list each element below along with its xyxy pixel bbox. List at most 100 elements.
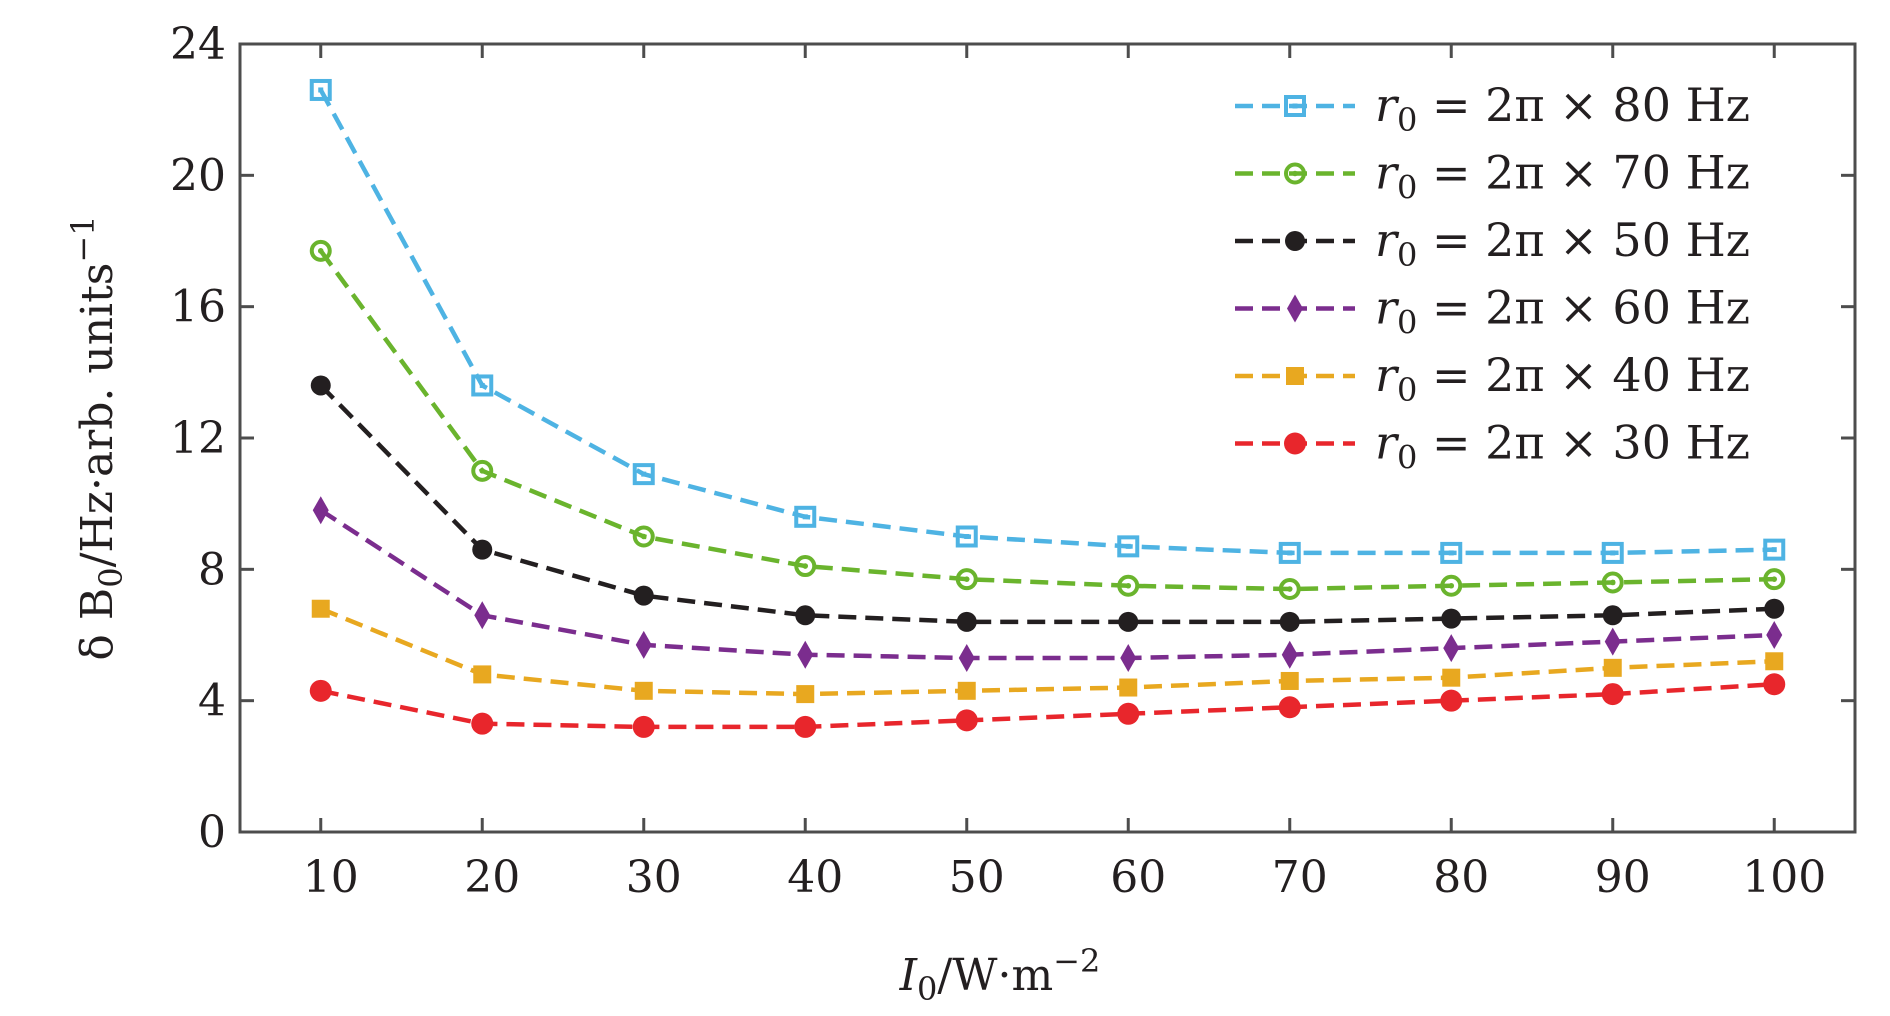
legend-item: r0 = 2π × 60 Hz — [1235, 281, 1750, 342]
data-point — [472, 539, 493, 560]
data-point — [1601, 683, 1624, 706]
data-point — [1763, 538, 1786, 561]
data-point — [1764, 598, 1785, 619]
data-point-center — [318, 87, 324, 93]
x-tick-label: 70 — [1272, 852, 1328, 903]
plot-area — [309, 78, 1786, 738]
x-tick-label: 90 — [1595, 852, 1651, 903]
data-point — [1443, 634, 1460, 663]
y-tick-label: 16 — [170, 282, 226, 333]
series — [309, 673, 1786, 738]
legend-label: r0 = 2π × 60 Hz — [1375, 281, 1750, 342]
data-point-center — [1609, 579, 1616, 586]
data-point — [1278, 696, 1301, 719]
y-tick-label: 8 — [198, 544, 226, 595]
data-point — [474, 601, 491, 630]
data-point — [1285, 231, 1305, 251]
data-point — [309, 78, 332, 101]
data-point — [632, 715, 655, 738]
data-point — [797, 640, 814, 669]
data-point — [955, 568, 978, 591]
data-point-center — [1771, 576, 1778, 582]
y-tick-label: 4 — [198, 676, 226, 727]
data-point — [1765, 652, 1784, 671]
y-axis-title-base: δ B — [72, 588, 123, 661]
data-point — [1281, 640, 1298, 669]
x-tick-label: 50 — [949, 852, 1005, 903]
data-point — [471, 712, 494, 735]
data-point-center — [640, 533, 647, 540]
data-point — [958, 643, 975, 672]
data-point-center — [1125, 582, 1132, 589]
data-point — [1441, 608, 1462, 629]
data-point-center — [1292, 103, 1298, 109]
data-point — [1117, 535, 1140, 558]
data-point-center — [641, 471, 647, 477]
series — [310, 375, 1785, 632]
legend-label: r0 = 2π × 80 Hz — [1375, 78, 1750, 139]
data-point — [632, 463, 655, 486]
data-point — [1117, 702, 1140, 725]
data-point — [633, 585, 654, 606]
series-line — [319, 383, 1775, 625]
series-line — [319, 606, 1775, 697]
data-point — [1440, 574, 1463, 597]
data-point-center — [1771, 547, 1777, 553]
data-point — [1766, 621, 1783, 649]
data-point — [471, 374, 494, 397]
data-point-center — [1448, 582, 1455, 589]
data-point-center — [479, 468, 486, 474]
legend-item: r0 = 2π × 40 Hz — [1235, 348, 1750, 409]
data-point — [1763, 568, 1786, 591]
data-point-center — [964, 534, 970, 539]
data-point — [1279, 611, 1300, 632]
x-axis-title-rest: /W·m — [937, 950, 1053, 1001]
data-point — [311, 599, 330, 618]
legend-item: r0 = 2π × 50 Hz — [1235, 213, 1750, 274]
data-point — [1118, 611, 1139, 632]
series-line — [318, 249, 1775, 592]
y-tick-label: 24 — [170, 19, 226, 70]
series-line — [318, 88, 1775, 556]
data-point — [1601, 541, 1624, 564]
series — [312, 496, 1783, 672]
data-point — [955, 525, 978, 548]
data-point — [956, 611, 977, 632]
x-axis-title: I0/W·m−2 — [899, 942, 1101, 1008]
legend-item: r0 = 2π × 30 Hz — [1235, 416, 1750, 477]
data-point — [1763, 673, 1786, 696]
x-tick-label: 40 — [787, 852, 843, 903]
legend-item: r0 = 2π × 70 Hz — [1235, 146, 1750, 207]
series-line — [319, 508, 1775, 661]
data-point — [1278, 578, 1301, 601]
data-point — [1117, 574, 1140, 597]
data-point-center — [963, 576, 970, 582]
legend-label: r0 = 2π × 50 Hz — [1375, 213, 1750, 274]
data-point — [794, 505, 817, 528]
data-point-center — [1125, 543, 1131, 549]
data-point — [1280, 671, 1299, 690]
x-tick-label: 30 — [626, 852, 682, 903]
data-point — [1284, 95, 1306, 117]
series — [309, 78, 1786, 564]
data-point-center — [802, 514, 808, 520]
data-point — [1284, 432, 1306, 455]
data-point-center — [1448, 550, 1454, 556]
y-axis-title: δ B0/Hz·arb. units−1 — [64, 215, 130, 660]
data-point-center — [479, 382, 485, 388]
x-axis-title-sub: 0 — [917, 970, 937, 1008]
x-tick-label: 10 — [303, 852, 359, 903]
data-point — [634, 681, 653, 700]
x-tick-label: 80 — [1433, 852, 1489, 903]
data-point-center — [1292, 170, 1298, 177]
data-point-center — [1287, 550, 1293, 556]
data-point — [1602, 605, 1623, 626]
y-axis-title-sup: −1 — [64, 215, 102, 262]
y-axis-title-sub: 0 — [92, 567, 130, 587]
data-point-center — [317, 248, 324, 254]
y-tick-label: 20 — [170, 150, 226, 201]
x-tick-label: 100 — [1742, 852, 1826, 903]
data-point — [309, 679, 332, 702]
x-axis: 10 20 30 40 50 60 70 80 90 100 — [303, 44, 1826, 903]
